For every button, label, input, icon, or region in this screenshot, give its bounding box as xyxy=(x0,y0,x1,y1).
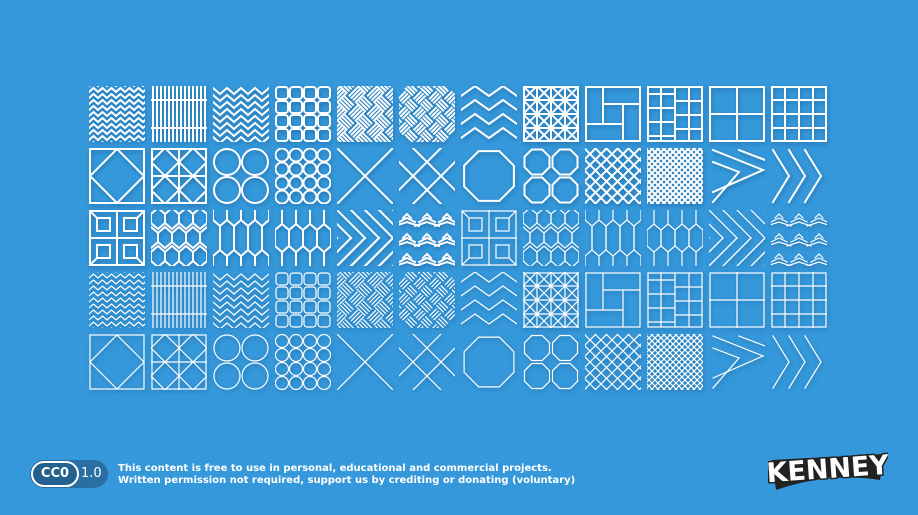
diagonal-lattice-dense-pattern-icon xyxy=(647,148,703,204)
elongated-hex-pattern-icon xyxy=(213,210,269,266)
big-x-thin-pattern-icon xyxy=(337,334,393,390)
wave-scales-thin-pattern-icon xyxy=(213,272,269,328)
star-tile-pattern-icon xyxy=(89,210,145,266)
basket-weave-alt-thin-pattern-icon xyxy=(399,272,455,328)
honeycomb-pattern-icon xyxy=(151,210,207,266)
kenney-logo: KENNEY xyxy=(768,448,888,491)
diamond-in-square-pattern-icon xyxy=(89,148,145,204)
honeycomb-thin-pattern-icon xyxy=(523,210,579,266)
license-badge: CC0 1.0 xyxy=(30,460,108,488)
diamond-grid-thin-pattern-icon xyxy=(151,334,207,390)
rounded-grid-pattern-icon xyxy=(275,86,331,142)
octagon-pattern-icon xyxy=(461,148,517,204)
elongated-hex-alt-thin-pattern-icon xyxy=(647,210,703,266)
cc0-icon: CC0 xyxy=(31,461,79,487)
herringbone-bricks-pattern-icon xyxy=(647,86,703,142)
circles-4x4-pattern-icon xyxy=(275,148,331,204)
license-version: 1.0 xyxy=(81,466,102,481)
diagonal-lattice-thin-pattern-icon xyxy=(585,334,641,390)
diamond-cross-pattern-icon xyxy=(399,148,455,204)
zigzag-dense-thin-pattern-icon xyxy=(89,272,145,328)
star-tile-thin-pattern-icon xyxy=(461,210,517,266)
quad-squares-pattern-icon xyxy=(709,86,765,142)
license-line-2: Written permission not required, support… xyxy=(118,475,576,486)
big-x-pattern-icon xyxy=(337,148,393,204)
diagonal-lattice-dense-thin-pattern-icon xyxy=(647,334,703,390)
chevron-narrow-pattern-icon xyxy=(771,148,827,204)
chevron-narrow-thin-pattern-icon xyxy=(771,334,827,390)
quad-squares-thin-pattern-icon xyxy=(709,272,765,328)
rounded-grid-thin-pattern-icon xyxy=(275,272,331,328)
diagonal-weave-pattern-icon xyxy=(337,210,393,266)
circles-4x4-thin-pattern-icon xyxy=(275,334,331,390)
star-lattice-thin-pattern-icon xyxy=(523,272,579,328)
basket-weave-alt-pattern-icon xyxy=(399,86,455,142)
diamond-grid-pattern-icon xyxy=(151,148,207,204)
zigzag-dense-pattern-icon xyxy=(89,86,145,142)
diagonal-lattice-pattern-icon xyxy=(585,148,641,204)
stripe-blocks-thin-pattern-icon xyxy=(151,272,207,328)
grid-squares-thin-pattern-icon xyxy=(771,272,827,328)
chevron-wide-thin-pattern-icon xyxy=(709,334,765,390)
pinwheel-rectangles-pattern-icon xyxy=(585,86,641,142)
nested-diamonds-pattern-icon xyxy=(399,210,455,266)
svg-text:KENNEY: KENNEY xyxy=(768,450,888,490)
elongated-hex-alt-pattern-icon xyxy=(275,210,331,266)
elongated-hex-thin-pattern-icon xyxy=(585,210,641,266)
chevron-wide-pattern-icon xyxy=(709,148,765,204)
chevron-zigzag-pattern-icon xyxy=(461,86,517,142)
nested-diamonds-thin-pattern-icon xyxy=(771,210,827,266)
grid-squares-pattern-icon xyxy=(771,86,827,142)
herringbone-bricks-thin-pattern-icon xyxy=(647,272,703,328)
wave-scales-pattern-icon xyxy=(213,86,269,142)
circles-2x2-thin-pattern-icon xyxy=(213,334,269,390)
star-lattice-pattern-icon xyxy=(523,86,579,142)
license-text: This content is free to use in personal,… xyxy=(118,463,575,487)
stripe-blocks-pattern-icon xyxy=(151,86,207,142)
diamond-in-square-thin-pattern-icon xyxy=(89,334,145,390)
basket-weave-pattern-icon xyxy=(337,86,393,142)
chevron-zigzag-thin-pattern-icon xyxy=(461,272,517,328)
octagons-2x2-thin-pattern-icon xyxy=(523,334,579,390)
circles-2x2-pattern-icon xyxy=(213,148,269,204)
diamond-cross-thin-pattern-icon xyxy=(399,334,455,390)
diagonal-weave-thin-pattern-icon xyxy=(709,210,765,266)
pinwheel-rectangles-thin-pattern-icon xyxy=(585,272,641,328)
octagons-2x2-pattern-icon xyxy=(523,148,579,204)
license-line-1: This content is free to use in personal,… xyxy=(118,463,552,474)
basket-weave-thin-pattern-icon xyxy=(337,272,393,328)
octagon-thin-pattern-icon xyxy=(461,334,517,390)
